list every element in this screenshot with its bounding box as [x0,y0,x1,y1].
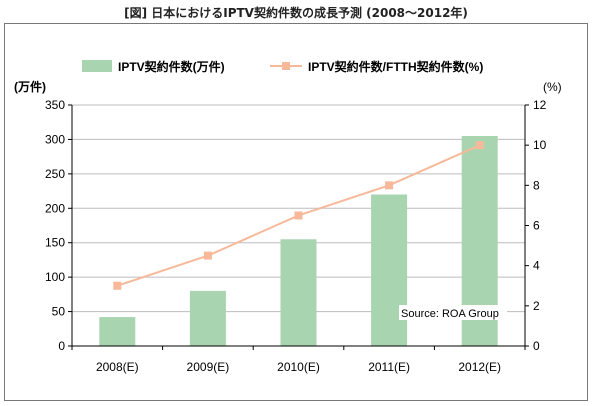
y-left-tick-label: 50 [52,305,66,319]
bar [99,317,136,346]
y-left-tick-label: 300 [45,132,65,146]
line-point [203,251,212,260]
x-tick-label: 2011(E) [368,360,410,374]
legend-label-line: IPTV契約件数/FTTH契約件数(%) [308,59,483,74]
line-point [475,141,484,150]
legend: IPTV契約件数(万件) IPTV契約件数/FTTH契約件数(%) [82,59,483,74]
bar [371,194,408,346]
x-tick-label: 2009(E) [187,360,230,374]
page-title: [図] 日本におけるIPTV契約件数の成長予測 (2008～2012年) [124,6,468,20]
y-left-tick-label: 250 [45,167,65,181]
y-right-tick-label: 2 [533,299,540,313]
y-right-axis-title: (%) [543,80,562,94]
bar-series [99,135,498,346]
line-point [294,211,303,220]
axis-labels: 0 50 100 150 200 250 300 350 0 2 4 6 8 10 12 2008(E) 200… [14,79,562,374]
bar [280,239,317,346]
source-annotation: Source: ROA Group [401,308,499,320]
y-left-tick-label: 350 [45,98,65,112]
annotation-background [399,305,507,320]
y-left-axis-title: (万件) [14,79,46,94]
axes [68,104,529,350]
legend-swatch-marker [282,62,290,70]
line-point [113,281,122,290]
y-right-tick-label: 4 [533,259,540,273]
y-right-tick-label: 0 [533,339,540,353]
y-left-tick-label: 0 [58,339,65,353]
x-tick-label: 2008(E) [96,360,139,374]
y-right-tick-label: 12 [533,98,547,112]
x-tick-label: 2010(E) [277,360,320,374]
bar [189,290,226,346]
y-left-tick-label: 100 [45,270,65,284]
y-left-tick-label: 200 [45,201,65,215]
y-right-tick-label: 8 [533,178,540,192]
line-series [113,141,484,290]
legend-label-bar: IPTV契約件数(万件) [118,59,225,74]
line-point [385,181,394,190]
y-right-tick-label: 6 [533,219,540,233]
x-tick-label: 2012(E) [458,360,501,374]
y-left-tick-label: 150 [45,236,65,250]
legend-swatch-bar [82,60,112,72]
y-right-tick-label: 10 [533,138,547,152]
